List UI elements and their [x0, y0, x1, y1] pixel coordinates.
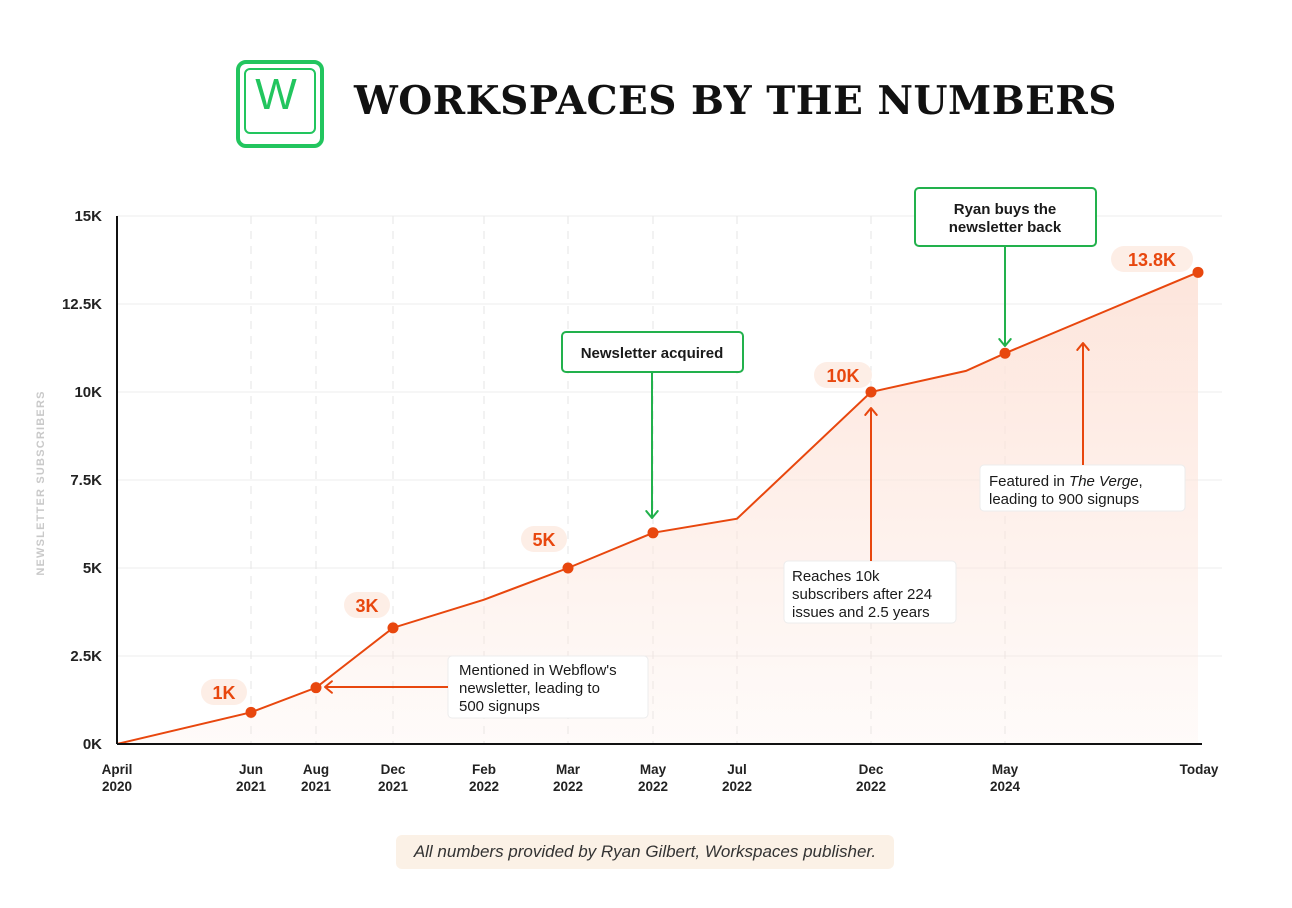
- data-point: [562, 562, 574, 574]
- x-tick-line1: Dec: [381, 762, 406, 777]
- x-tick-line1: May: [640, 762, 667, 777]
- y-tick-label: 0K: [83, 736, 102, 753]
- x-tick-line1: April: [102, 762, 133, 777]
- value-badge-label: 10K: [826, 366, 859, 386]
- x-tick-label: Feb 2022: [469, 762, 499, 794]
- annotation-acquired-arrow-head: [645, 510, 659, 519]
- x-tick-label: Dec 2021: [378, 762, 409, 794]
- x-tick-line1: Jul: [727, 762, 747, 777]
- x-tick-label: May 2024: [990, 762, 1021, 794]
- annotation-tenk-text-line: issues and 2.5 years: [792, 604, 930, 621]
- workspaces-logo: W: [236, 60, 324, 148]
- annotation-verge-italic: The Verge: [1069, 473, 1139, 490]
- x-tick-label: April 2020: [102, 762, 133, 794]
- value-badge-bg: [521, 526, 567, 552]
- x-tick-line2: 2022: [856, 779, 886, 794]
- annotation-webflow-text-line: newsletter, leading to: [459, 680, 600, 697]
- annotation-verge-line2: leading to 900 signups: [989, 491, 1139, 508]
- x-tick-label: May 2022: [638, 762, 668, 794]
- x-tick-label: Mar 2022: [553, 762, 583, 794]
- area-fill: [117, 272, 1198, 744]
- annotation-tenk-text-line: Reaches 10k: [792, 568, 880, 585]
- y-tick-label: 10K: [74, 384, 102, 401]
- y-tick-label: 15K: [74, 208, 102, 225]
- y-tick-label: 12.5K: [62, 296, 102, 313]
- annotation-tenk-text: Reaches 10k subscribers after 224 issues a…: [792, 568, 932, 621]
- x-tick-line1: Today: [1180, 762, 1219, 777]
- x-tick-line1: Aug: [303, 762, 329, 777]
- y-axis-label: NEWSLETTER SUBSCRIBERS: [35, 390, 47, 575]
- data-point: [245, 706, 257, 718]
- x-tick-line2: 2022: [722, 779, 752, 794]
- value-badge-label: 1K: [212, 683, 235, 703]
- annotation-verge-arrow-head: [1076, 342, 1090, 351]
- value-badge-label: 13.8K: [1128, 250, 1176, 270]
- x-tick-label: Today: [1180, 762, 1219, 777]
- x-tick-line2: 2020: [102, 779, 132, 794]
- logo-letter: W: [255, 70, 297, 119]
- data-point: [1192, 266, 1204, 278]
- annotation-verge-suffix: ,: [1139, 473, 1143, 490]
- x-tick-line1: Jun: [239, 762, 263, 777]
- x-tick-line2: 2024: [990, 779, 1021, 794]
- annotation-webflow-text: Mentioned in Webflow's newsletter, leadin…: [459, 662, 617, 715]
- annotation-webflow-text-line: 500 signups: [459, 698, 540, 715]
- x-tick-line1: Mar: [556, 762, 581, 777]
- annotation-webflow-text-line: Mentioned in Webflow's: [459, 662, 617, 679]
- x-tick-line2: 2022: [469, 779, 499, 794]
- x-tick-line1: Dec: [859, 762, 884, 777]
- value-badge-bg: [1111, 246, 1193, 272]
- data-point: [310, 682, 322, 694]
- x-tick-line2: 2022: [553, 779, 583, 794]
- annotation-buyback-arrow-head: [998, 338, 1012, 347]
- value-badge-bg: [344, 592, 390, 618]
- value-badge-label: 3K: [355, 596, 378, 616]
- x-tick-line2: 2021: [301, 779, 332, 794]
- data-point: [865, 386, 877, 398]
- annotation-tenk-arrow-head: [864, 407, 878, 416]
- annotation-acquired-text-line: Newsletter acquired: [581, 345, 724, 362]
- x-tick-line1: Feb: [472, 762, 496, 777]
- x-tick-label: Aug 2021: [301, 762, 332, 794]
- x-tick-label: Jun 2021: [236, 762, 267, 794]
- data-point: [999, 347, 1011, 359]
- annotation-buyback-text-line: newsletter back: [949, 219, 1062, 236]
- x-tick-line2: 2021: [236, 779, 267, 794]
- annotation-verge-prefix: Featured in: [989, 473, 1069, 490]
- annotation-verge-text: Featured in The Verge, leading to 900 sig…: [989, 473, 1143, 508]
- x-tick-label: Jul 2022: [722, 762, 752, 794]
- x-tick-line2: 2021: [378, 779, 409, 794]
- annotation-webflow-arrow-head: [324, 680, 333, 694]
- annotation-acquired-text: Newsletter acquired: [581, 345, 724, 362]
- page-title: WORKSPACES BY THE NUMBERS: [354, 78, 1117, 124]
- value-badge-label: 5K: [532, 530, 555, 550]
- value-badge-bg: [814, 362, 872, 388]
- data-point: [647, 527, 659, 539]
- x-tick-line2: 2022: [638, 779, 668, 794]
- series-line: [116, 271, 1199, 745]
- y-tick-label: 2.5K: [70, 648, 102, 665]
- annotation-buyback-text-line: Ryan buys the: [954, 201, 1057, 218]
- annotation-tenk-text-line: subscribers after 224: [792, 586, 932, 603]
- value-badge-bg: [201, 679, 247, 705]
- footnote: All numbers provided by Ryan Gilbert, Wo…: [396, 835, 894, 869]
- data-point: [387, 622, 399, 634]
- y-tick-label: 5K: [83, 560, 102, 577]
- x-tick-label: Dec 2022: [856, 762, 886, 794]
- y-tick-label: 7.5K: [70, 472, 102, 489]
- x-tick-line1: May: [992, 762, 1019, 777]
- header: W WORKSPACES BY THE NUMBERS: [0, 0, 1292, 170]
- annotation-buyback-text: Ryan buys the newsletter back: [949, 201, 1062, 236]
